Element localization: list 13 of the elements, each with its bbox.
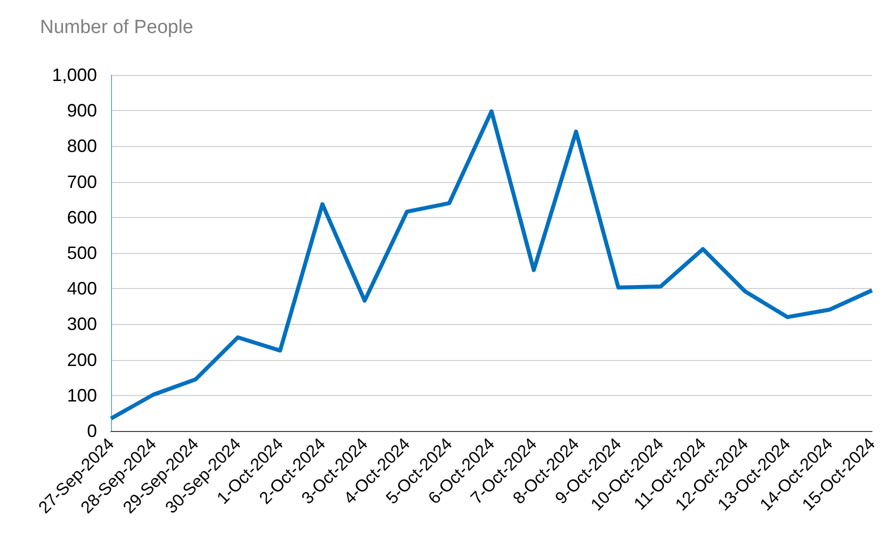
y-tick-label: 300	[66, 314, 97, 334]
y-tick-label: 800	[66, 136, 97, 156]
y-axis-title: Number of People	[40, 17, 194, 38]
y-tick-label: 100	[66, 385, 97, 406]
y-tick-label: 500	[66, 243, 97, 263]
y-tick-label: 400	[66, 278, 97, 299]
y-tick-label: 0	[86, 421, 97, 441]
line-series	[109, 109, 874, 421]
y-tick-label: 900	[66, 100, 97, 121]
y-tick-label: 700	[66, 172, 97, 192]
y-tick-label: 600	[66, 207, 97, 228]
y-tick-label: 200	[66, 350, 97, 370]
y-tick-label: 1,000	[52, 65, 97, 85]
